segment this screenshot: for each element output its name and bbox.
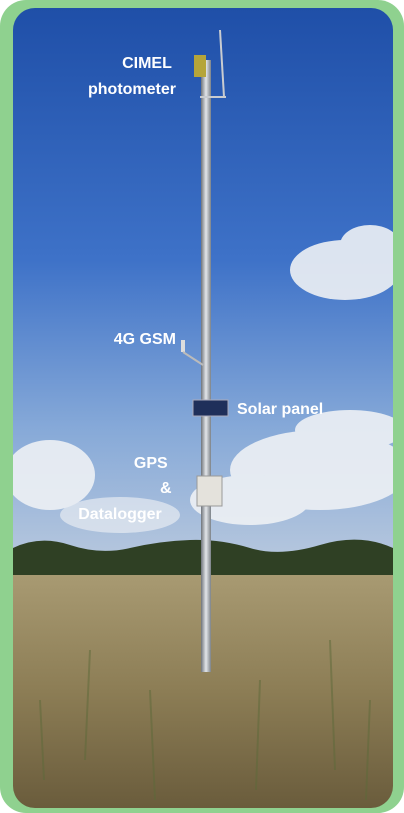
mast	[201, 60, 211, 672]
label: GPS & Datalogger	[78, 455, 176, 523]
label-line: photometer	[88, 81, 176, 98]
antenna-rod	[219, 29, 225, 98]
datalogger-box	[196, 475, 223, 507]
gsm-antenna	[181, 340, 185, 352]
gsm-arm	[182, 351, 204, 366]
label-line: CIMEL	[122, 55, 172, 72]
label: Solar panel	[237, 401, 323, 418]
label: 4G GSM	[114, 331, 176, 348]
label: CIMEL photometer	[88, 55, 176, 98]
label-line: GPS	[134, 455, 168, 472]
photometer-head	[194, 55, 206, 77]
solar-panel	[192, 399, 229, 417]
stubble	[39, 639, 371, 801]
label-line: Datalogger	[78, 506, 162, 523]
label-line: &	[160, 480, 172, 497]
photo: CIMEL photometer 4G GSM Solar panel GPS …	[13, 8, 393, 808]
